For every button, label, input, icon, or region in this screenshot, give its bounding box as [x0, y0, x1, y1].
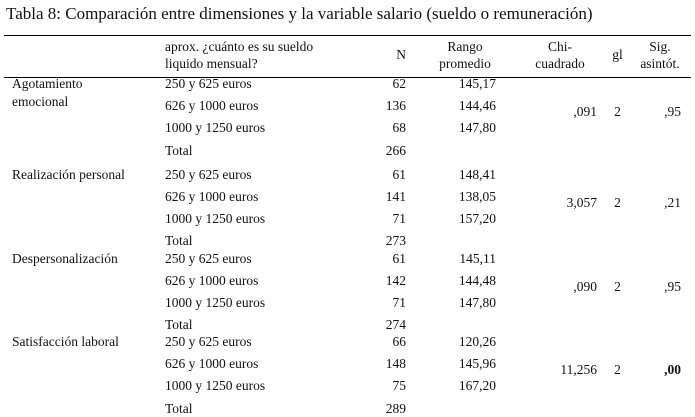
- n-cell: 136: [385, 98, 406, 113]
- n-cell: 66: [392, 334, 407, 349]
- group-cell: 626 y 1000 euros: [165, 273, 259, 288]
- sig-cell: ,95: [664, 279, 681, 294]
- n-cell: 142: [385, 273, 406, 288]
- group-cell: Total: [165, 401, 193, 416]
- header-rank-line2: promedio: [439, 56, 491, 71]
- group-cell: 250 y 625 euros: [165, 167, 252, 182]
- group-cell: 1000 y 1250 euros: [165, 378, 266, 393]
- rank-cell: 145,11: [459, 251, 496, 266]
- group-cell: Total: [165, 143, 193, 158]
- header-rule: [4, 77, 691, 78]
- group-cell: 250 y 625 euros: [165, 251, 252, 266]
- n-cell: 141: [385, 189, 406, 204]
- n-cell: 71: [392, 211, 407, 226]
- group-cell: 250 y 625 euros: [165, 76, 252, 91]
- gl-cell: 2: [614, 195, 621, 210]
- group-cell: 626 y 1000 euros: [165, 189, 259, 204]
- group-cell: 250 y 625 euros: [165, 334, 252, 349]
- rank-cell: 167,20: [458, 378, 496, 393]
- rank-cell: 147,80: [458, 295, 496, 310]
- dimension-label: Satisfacción laboral: [12, 334, 119, 349]
- dimension-label: Agotamiento: [12, 76, 83, 91]
- n-cell: 68: [392, 120, 407, 135]
- n-cell: 71: [392, 295, 407, 310]
- gl-cell: 2: [614, 279, 621, 294]
- rank-cell: 120,26: [458, 334, 496, 349]
- table-title: Tabla 8: Comparación entre dimensiones y…: [6, 4, 593, 23]
- rank-cell: 157,20: [458, 211, 496, 226]
- sig-cell: ,21: [664, 195, 681, 210]
- header-group-line2: liquido mensual?: [165, 56, 258, 71]
- rank-cell: 145,96: [458, 356, 496, 371]
- n-cell: 266: [385, 143, 406, 158]
- rank-cell: 145,17: [458, 76, 496, 91]
- group-cell: 1000 y 1250 euros: [165, 211, 266, 226]
- group-cell: 626 y 1000 euros: [165, 356, 259, 371]
- rank-cell: 144,48: [458, 273, 496, 288]
- header-gl: gl: [612, 47, 623, 62]
- header-chi-line2: cuadrado: [535, 56, 585, 71]
- n-cell: 61: [392, 251, 407, 266]
- chi-square-cell: ,090: [573, 279, 597, 294]
- rank-cell: 144,46: [458, 98, 496, 113]
- dimension-label: Realización personal: [12, 167, 125, 182]
- n-cell: 75: [392, 378, 407, 393]
- chi-square-cell: 11,256: [560, 362, 597, 377]
- group-cell: Total: [165, 317, 193, 332]
- n-cell: 289: [385, 401, 406, 416]
- n-cell: 273: [385, 233, 406, 248]
- top-rule: [4, 35, 691, 36]
- chi-square-cell: 3,057: [566, 195, 597, 210]
- group-cell: 626 y 1000 euros: [165, 98, 259, 113]
- rank-cell: 138,05: [458, 189, 496, 204]
- sig-cell: ,95: [664, 104, 681, 119]
- n-cell: 274: [385, 317, 406, 332]
- header-chi-line1: Chi-: [547, 39, 572, 54]
- header-rank-line1: Rango: [447, 39, 483, 54]
- group-cell: 1000 y 1250 euros: [165, 120, 266, 135]
- chi-square-cell: ,091: [573, 104, 597, 119]
- dimension-label: emocional: [12, 94, 69, 109]
- header-sig-line2: asintót.: [640, 56, 680, 71]
- header-sig-line1: Sig.: [649, 39, 671, 54]
- n-cell: 148: [385, 356, 406, 371]
- rank-cell: 147,80: [458, 120, 496, 135]
- header-group-line1: aprox. ¿cuánto es su sueldo: [165, 39, 314, 54]
- group-cell: Total: [165, 233, 193, 248]
- gl-cell: 2: [614, 104, 621, 119]
- n-cell: 61: [392, 167, 407, 182]
- rank-cell: 148,41: [458, 167, 496, 182]
- group-cell: 1000 y 1250 euros: [165, 295, 266, 310]
- header-n: N: [396, 47, 406, 62]
- gl-cell: 2: [614, 362, 621, 377]
- sig-cell: ,00: [664, 362, 681, 377]
- n-cell: 62: [392, 76, 407, 91]
- dimension-label: Despersonalización: [12, 251, 118, 266]
